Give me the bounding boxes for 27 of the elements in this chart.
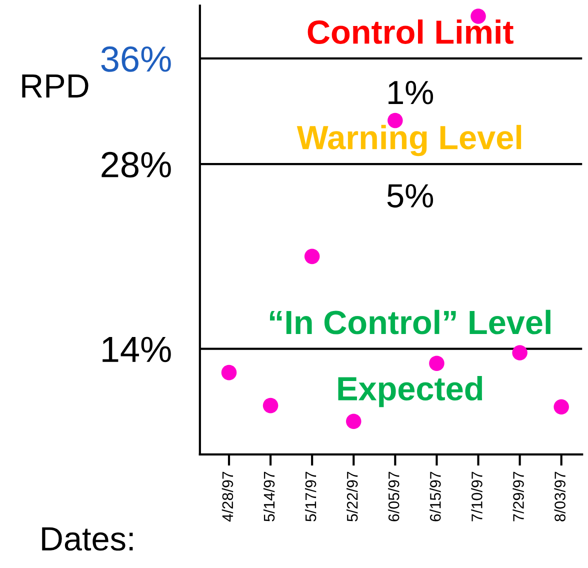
ref-line-label: “In Control” Level [270,310,550,334]
point [262,398,278,414]
annotation: Expected [338,376,482,408]
x-tick-label: 6/05/97 [388,472,400,522]
point [221,364,237,380]
x-tick-label: 7/29/97 [512,472,524,522]
x-tick-label: 5/17/97 [304,472,316,522]
point [512,345,528,360]
x-axis-title: Dates: [42,527,133,551]
y-tick-label: 36% [101,46,171,72]
point [554,399,569,415]
x-tick-label: 5/14/97 [263,472,275,522]
y-axis-title: RPD [22,74,88,98]
x-tick-label: 8/03/97 [554,472,566,522]
x-tick-label: 7/10/97 [471,472,482,522]
annotation: 5% [387,184,434,208]
point [304,248,320,264]
ref-line-label: Warning Level [296,124,522,156]
y-tick-label: 28% [102,152,171,178]
y-tick-label: 14% [102,336,171,362]
x-tick-label: 6/15/97 [430,472,441,522]
ref-line-label: Control Limit [308,19,514,44]
annotation: 1% [388,80,434,104]
point [346,414,362,430]
x-tick-label: 4/28/97 [222,472,234,522]
x-tick-label: 5/22/97 [346,472,358,522]
point [429,356,444,371]
